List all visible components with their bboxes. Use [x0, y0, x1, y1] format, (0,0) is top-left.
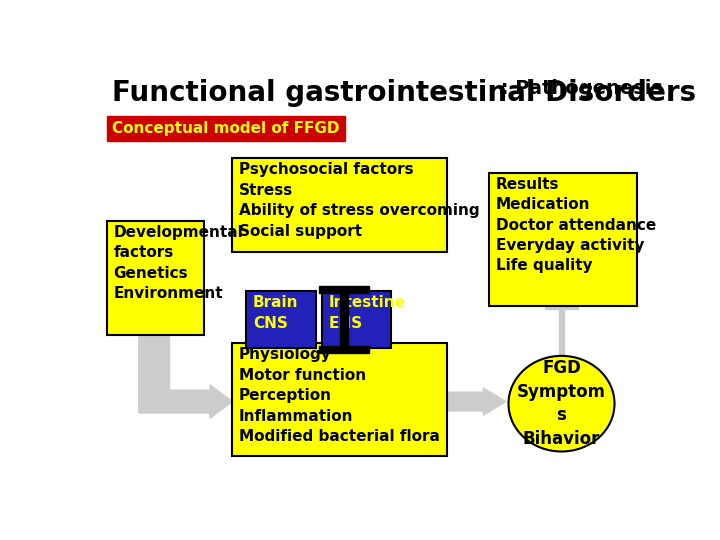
Text: Results
Medication
Doctor attendance
Everyday activity
Life quality: Results Medication Doctor attendance Eve…: [495, 177, 656, 273]
Text: Developmental
factors
Genetics
Environment: Developmental factors Genetics Environme…: [114, 225, 243, 301]
Text: Functional gastrointestinal Disorders: Functional gastrointestinal Disorders: [112, 79, 696, 107]
Text: Conceptual model of FFGD: Conceptual model of FFGD: [112, 121, 340, 136]
Ellipse shape: [508, 356, 615, 451]
Polygon shape: [139, 333, 233, 418]
Polygon shape: [447, 388, 505, 415]
FancyBboxPatch shape: [545, 303, 578, 309]
FancyBboxPatch shape: [340, 293, 348, 346]
Text: FGD
Symptom
s
Bihavior: FGD Symptom s Bihavior: [517, 359, 606, 448]
Text: Psychosocial factors
Stress
Ability of stress overcoming
Social support: Psychosocial factors Stress Ability of s…: [239, 163, 480, 239]
FancyBboxPatch shape: [559, 309, 564, 356]
FancyBboxPatch shape: [107, 221, 204, 335]
FancyBboxPatch shape: [233, 158, 447, 252]
FancyBboxPatch shape: [319, 346, 369, 353]
FancyBboxPatch shape: [319, 286, 369, 293]
FancyBboxPatch shape: [246, 292, 316, 348]
FancyBboxPatch shape: [233, 343, 447, 456]
Text: Intestine
ENS: Intestine ENS: [328, 295, 405, 331]
Text: Physiology
Motor function
Perception
Inflammation
Modified bacterial flora: Physiology Motor function Perception Inf…: [239, 347, 440, 444]
Text: : Pathogenesis: : Pathogenesis: [494, 79, 663, 98]
Text: Brain
CNS: Brain CNS: [253, 295, 298, 331]
FancyBboxPatch shape: [322, 292, 392, 348]
FancyBboxPatch shape: [489, 173, 637, 306]
